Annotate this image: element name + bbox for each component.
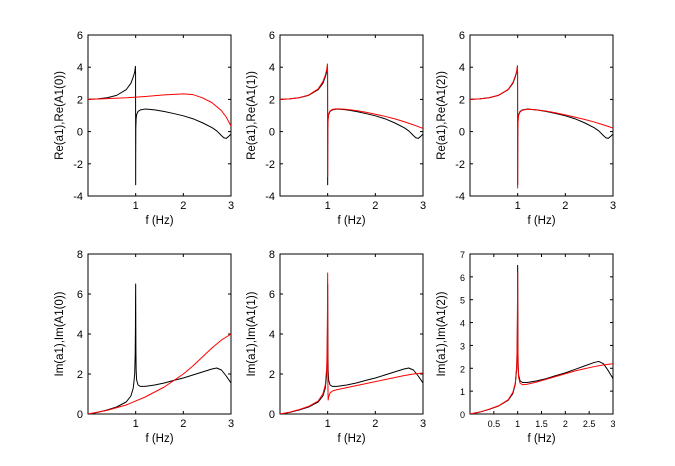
subplot-5: 1 2 3 0 2 4 6 8 f (Hz) Im(a1),Im(A1(1)) <box>246 249 426 445</box>
y-tick-label: 6 <box>269 30 275 42</box>
subplot-1: 1 2 3 -4 -2 0 2 4 6 f (Hz) Re(a1),Re(A1(0)) <box>54 30 234 227</box>
y-tick-label: 0 <box>269 409 275 421</box>
subplot-3: 1 2 3 -4 -2 0 2 4 6 f (Hz) Re(a1),Re(A1(2)) <box>436 30 616 227</box>
x-tick-label: 3 <box>228 200 234 212</box>
y-axis-label: Im(a1),Im(A1(2)) <box>436 291 448 376</box>
y-tick-label: 2 <box>77 369 83 381</box>
axes-box <box>279 253 424 415</box>
y-tick-label: 4 <box>460 319 465 329</box>
y-tick-label: 5 <box>460 296 465 306</box>
x-tick-label: 2 <box>372 200 378 212</box>
series-line-black <box>88 65 231 186</box>
x-tick-label: 3 <box>420 200 426 212</box>
x-tick-label: 1 <box>133 418 139 430</box>
y-tick-label: 6 <box>460 273 465 283</box>
y-tick-label: 0 <box>269 127 275 139</box>
series-line-black <box>280 65 423 186</box>
series-line-black <box>88 283 231 414</box>
x-axis-label: f (Hz) <box>527 215 555 227</box>
series-line-black <box>470 264 613 414</box>
y-tick-label: 6 <box>269 289 275 301</box>
subplot-2: 1 2 3 -4 -2 0 2 4 6 f (Hz) Re(a1),Re(A1(1)) <box>246 30 426 227</box>
y-tick-label: -4 <box>455 191 465 203</box>
y-tick-label: -4 <box>265 191 275 203</box>
y-tick-label: -4 <box>73 191 83 203</box>
x-tick-label: 3 <box>228 418 234 430</box>
y-tick-label: 4 <box>459 62 465 74</box>
axes-box <box>469 34 614 197</box>
subplot-6: 0.5 1 1.5 2 2.5 3 0 1 2 3 4 5 6 7 f (Hz) Im(a1),Im(A1(2… <box>436 250 616 445</box>
y-tick-label: 2 <box>460 364 465 374</box>
y-axis-label: Re(a1),Re(A1(2)) <box>436 71 448 160</box>
x-axis-label: f (Hz) <box>145 433 173 445</box>
y-tick-label: 4 <box>77 62 83 74</box>
x-axis-label: f (Hz) <box>337 215 365 227</box>
y-tick-label: 8 <box>77 249 83 261</box>
x-tick-label: 2 <box>563 419 568 429</box>
y-tick-label: 0 <box>77 127 83 139</box>
y-tick-label: 4 <box>269 329 275 341</box>
series-line-red <box>470 65 613 189</box>
y-axis-label: Im(a1),Im(A1(0)) <box>54 291 66 376</box>
y-tick-label: 0 <box>77 409 83 421</box>
y-tick-label: 8 <box>269 249 275 261</box>
x-tick-label: 1 <box>515 419 520 429</box>
x-tick-label: 1.5 <box>535 419 548 429</box>
y-tick-label: 4 <box>269 62 275 74</box>
x-tick-label: 2.5 <box>583 419 596 429</box>
y-axis-label: Re(a1),Re(A1(1)) <box>246 71 258 160</box>
y-tick-label: 6 <box>459 30 465 42</box>
series-line-red <box>470 271 613 414</box>
y-tick-label: 3 <box>460 341 465 351</box>
series-line-black <box>470 65 613 186</box>
x-axis-label: f (Hz) <box>145 215 173 227</box>
y-tick-label: 0 <box>459 127 465 139</box>
y-tick-label: -2 <box>73 159 83 171</box>
series-line-black <box>280 283 423 414</box>
x-tick-label: 2 <box>372 418 378 430</box>
x-tick-label: 2 <box>180 200 186 212</box>
x-axis-label: f (Hz) <box>527 433 555 445</box>
y-tick-label: 2 <box>269 94 275 106</box>
y-tick-label: 0 <box>460 410 465 420</box>
y-tick-label: 2 <box>77 94 83 106</box>
subplot-4: 1 2 3 0 2 4 6 8 f (Hz) Im(a1),Im(A1(0)) <box>54 249 234 445</box>
x-tick-label: 1 <box>133 200 139 212</box>
y-tick-label: -2 <box>265 159 275 171</box>
x-tick-label: 1 <box>515 200 521 212</box>
x-tick-label: 2 <box>562 200 568 212</box>
x-tick-label: 3 <box>610 200 616 212</box>
y-tick-label: -2 <box>455 159 465 171</box>
y-axis-label: Re(a1),Re(A1(0)) <box>54 71 66 160</box>
series-line-red <box>88 333 231 414</box>
series-line-red <box>280 272 423 414</box>
x-tick-label: 1 <box>325 418 331 430</box>
x-axis-label: f (Hz) <box>337 433 365 445</box>
y-tick-label: 4 <box>77 329 83 341</box>
x-tick-label: 3 <box>420 418 426 430</box>
series-line-red <box>280 63 423 178</box>
y-tick-label: 6 <box>77 30 83 42</box>
y-tick-label: 2 <box>459 94 465 106</box>
x-tick-label: 2 <box>180 418 186 430</box>
y-tick-label: 6 <box>77 289 83 301</box>
y-tick-label: 7 <box>460 250 465 260</box>
x-tick-label: 3 <box>610 419 615 429</box>
x-tick-label: 0.5 <box>488 419 501 429</box>
axes-box <box>279 34 424 197</box>
y-tick-label: 1 <box>460 387 465 397</box>
axes-box <box>469 253 614 415</box>
axes-box <box>87 34 232 197</box>
series-line-red <box>88 93 231 127</box>
y-axis-label: Im(a1),Im(A1(1)) <box>246 291 258 376</box>
x-tick-label: 1 <box>325 200 331 212</box>
y-tick-label: 2 <box>269 369 275 381</box>
